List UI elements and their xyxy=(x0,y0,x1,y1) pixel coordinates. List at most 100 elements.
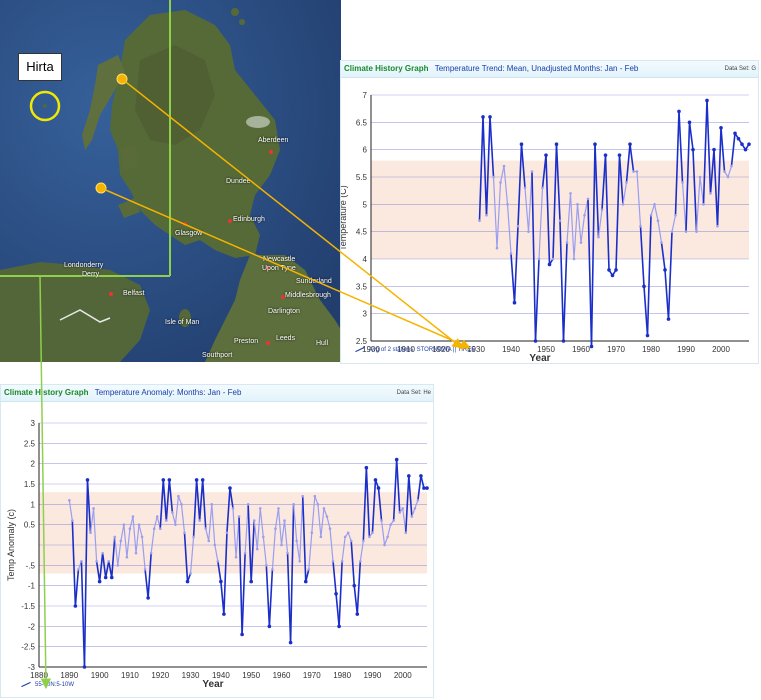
anomaly-data-point xyxy=(398,511,402,514)
anomaly-data-point xyxy=(386,535,389,539)
anomaly-data-point xyxy=(192,535,195,539)
anomaly-xtick-label: 1980 xyxy=(333,671,351,680)
anomaly-data-point xyxy=(155,515,159,518)
anomaly-series-segment xyxy=(341,536,346,562)
trend-xtick-label: 1990 xyxy=(677,345,695,354)
trend-data-point xyxy=(719,126,723,130)
anomaly-data-point xyxy=(389,523,392,526)
trend-data-point xyxy=(565,241,569,244)
anomaly-series-segment xyxy=(265,565,271,627)
trend-series-segment xyxy=(657,220,663,243)
place-label-southport: Southport xyxy=(202,352,233,359)
anomaly-data-point xyxy=(85,478,90,482)
anomaly-data-point xyxy=(80,559,83,563)
trend-series-segment xyxy=(667,231,673,320)
trend-panel-subtitle: Temperature Trend: Mean, Unadjusted Mont… xyxy=(434,64,639,73)
trend-data-point xyxy=(687,120,692,125)
anomaly-series-segment xyxy=(68,500,73,521)
trend-graph-panel: Climate History Graph Temperature Trend:… xyxy=(340,60,759,364)
anomaly-series-segment xyxy=(250,520,256,582)
anomaly-series-segment xyxy=(141,536,146,570)
anomaly-data-point xyxy=(77,568,80,571)
anomaly-data-point xyxy=(174,523,177,526)
trend-data-point xyxy=(554,142,559,146)
trend-series-segment xyxy=(482,116,488,216)
trend-data-point xyxy=(492,175,495,179)
trend-data-point xyxy=(579,241,583,244)
anomaly-data-point xyxy=(92,507,95,510)
trend-data-point xyxy=(499,181,502,184)
anomaly-series-segment xyxy=(232,508,237,558)
anomaly-panel-subtitle: Temperature Anomaly: Months: Jan - Feb xyxy=(94,388,242,397)
anomaly-data-point xyxy=(288,640,293,645)
anomaly-data-point xyxy=(383,543,386,547)
trend-series-segment xyxy=(604,155,610,270)
trend-data-point xyxy=(635,170,639,173)
anomaly-series-segment xyxy=(320,508,325,537)
anomaly-data-point xyxy=(362,539,365,543)
anomaly-series-segment xyxy=(71,520,77,607)
anomaly-series-segment xyxy=(104,561,110,578)
anomaly-data-point xyxy=(131,515,135,518)
trend-series-segment xyxy=(622,182,628,205)
trend-series-segment xyxy=(534,258,540,342)
anomaly-data-point xyxy=(228,486,232,490)
anomaly-series-segment xyxy=(384,536,389,546)
anomaly-data-point xyxy=(234,555,238,559)
anomaly-data-point xyxy=(255,547,259,551)
anomaly-data-point xyxy=(137,523,141,526)
anomaly-data-point xyxy=(425,486,429,490)
anomaly-series-segment xyxy=(286,553,292,643)
trend-series-segment xyxy=(587,198,593,347)
trend-data-point xyxy=(663,268,667,272)
anomaly-series-segment xyxy=(326,516,331,529)
trend-data-point xyxy=(530,170,534,173)
anomaly-series-segment xyxy=(89,508,95,533)
anomaly-series-segment xyxy=(150,528,155,554)
trend-data-point xyxy=(726,175,730,179)
anomaly-series-segment xyxy=(332,561,337,594)
trend-data-point xyxy=(747,142,751,146)
anomaly-data-point xyxy=(165,519,168,522)
trend-data-point xyxy=(502,164,506,168)
trend-ytick-label: 4 xyxy=(363,255,368,264)
anomaly-xtick-label: 1880 xyxy=(30,671,48,680)
trend-ytick-label: 6.5 xyxy=(356,118,368,127)
trend-series-segment xyxy=(503,166,509,205)
trend-data-point xyxy=(586,197,590,201)
trend-series-segment xyxy=(674,111,680,216)
trend-data-point xyxy=(698,175,702,179)
anomaly-data-point xyxy=(252,519,256,522)
trend-data-point xyxy=(569,192,572,195)
place-label-upon-tyne: Upon Tyne xyxy=(262,265,296,272)
hirta-callout: Hirta xyxy=(18,53,62,81)
anomaly-series-segment xyxy=(323,508,328,517)
anomaly-data-point xyxy=(303,579,308,584)
anomaly-data-point xyxy=(277,507,280,510)
trend-data-point xyxy=(740,142,744,146)
trend-panel-header: Climate History Graph Temperature Trend:… xyxy=(341,61,758,78)
anomaly-series-segment xyxy=(171,512,176,525)
anomaly-xtick-label: 1990 xyxy=(364,671,382,680)
hirta-ring xyxy=(29,90,61,122)
anomaly-data-point xyxy=(258,507,262,510)
anomaly-ytick-label: 2.5 xyxy=(24,439,36,448)
anomaly-series-segment xyxy=(408,475,413,517)
anomaly-series-segment xyxy=(299,496,304,562)
anomaly-data-point xyxy=(295,539,298,543)
anomaly-ytick-label: -.5 xyxy=(26,561,36,570)
anomaly-data-point xyxy=(262,535,265,539)
anomaly-series-segment xyxy=(168,479,174,513)
map-view[interactable]: Hirta Aberdeen Dundee Edinburgh Glasgow … xyxy=(0,0,341,362)
trend-data-point xyxy=(649,213,653,217)
trend-series-segment xyxy=(646,215,652,336)
trend-data-point xyxy=(702,203,705,206)
trend-series-segment xyxy=(499,165,505,183)
trend-data-point xyxy=(625,181,628,184)
anomaly-ytick-label: -3 xyxy=(28,663,36,672)
place-label-leeds: Leeds xyxy=(276,335,296,342)
anomaly-xtick-label: 1930 xyxy=(182,671,200,680)
trend-series-segment xyxy=(716,127,722,227)
anomaly-data-point xyxy=(216,559,220,563)
anomaly-data-point xyxy=(177,494,180,498)
